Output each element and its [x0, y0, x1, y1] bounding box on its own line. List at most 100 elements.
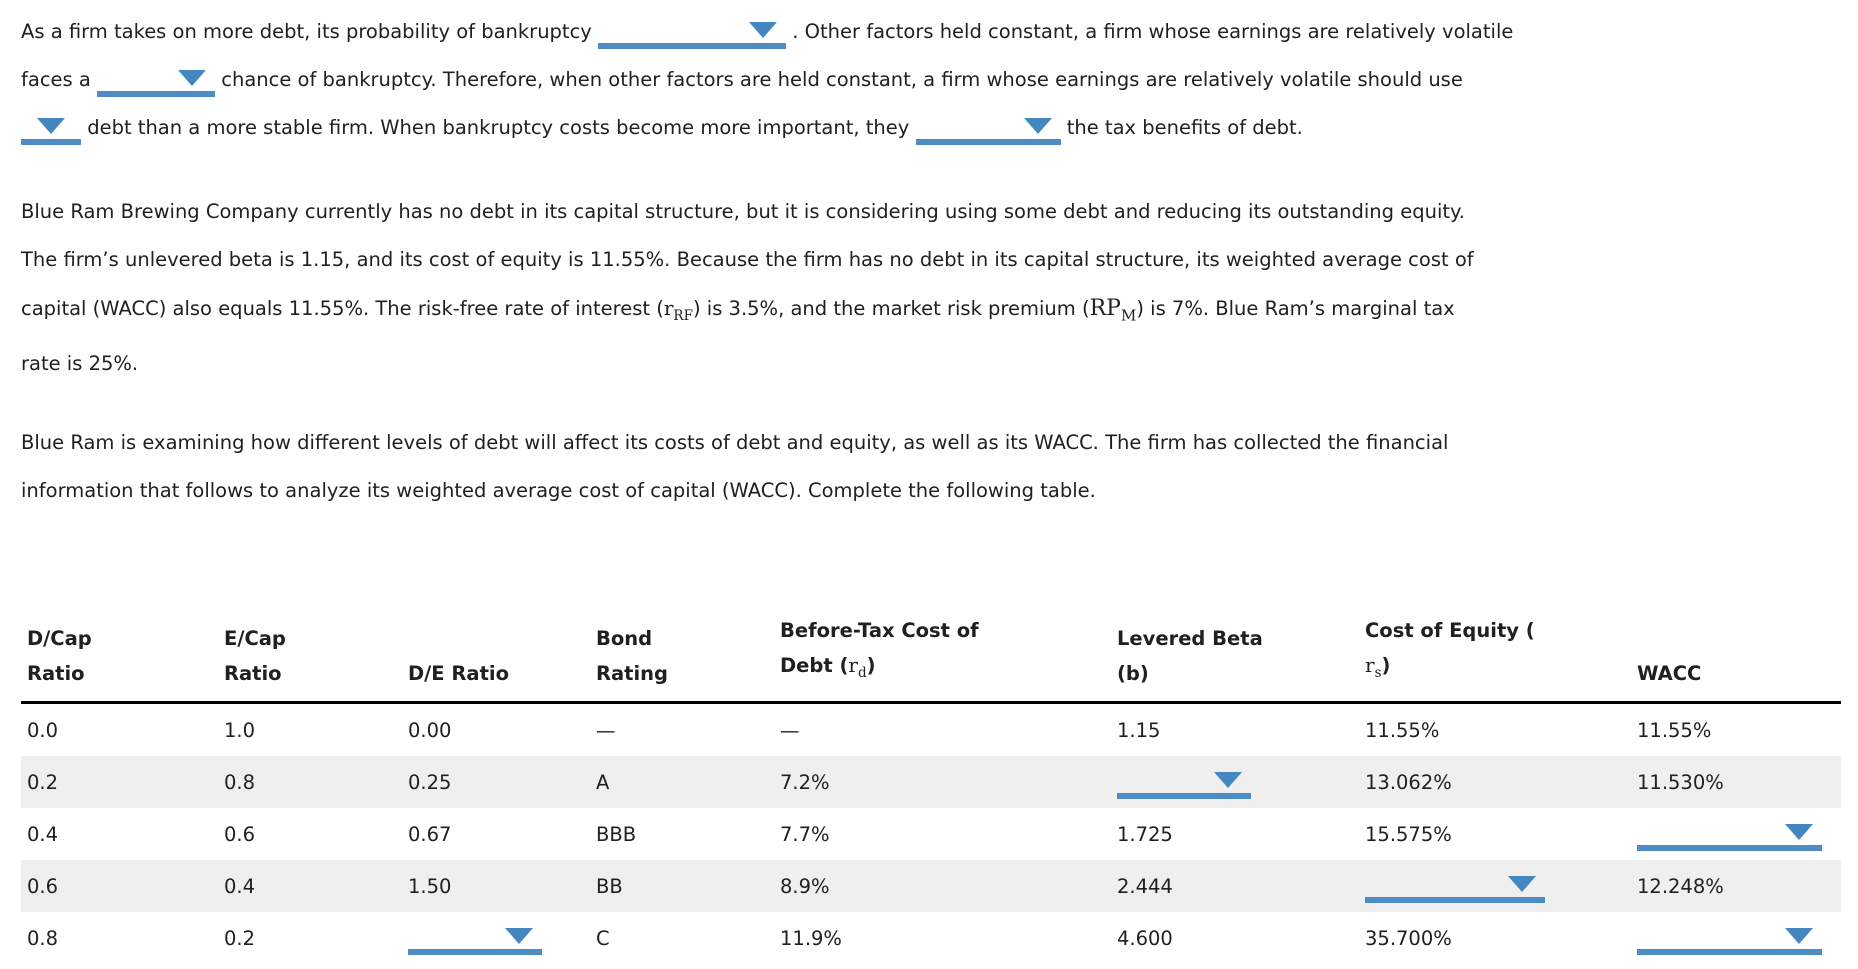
cell-beta: 2.444	[1117, 874, 1173, 898]
levered-beta-dropdown-row2[interactable]	[1117, 765, 1251, 799]
header-text: Debt (	[780, 654, 849, 677]
cost-of-equity-dropdown-row4[interactable]	[1365, 869, 1545, 903]
wacc-table: D/Cap Ratio E/Cap Ratio D/E Ratio Bond R…	[21, 603, 1841, 964]
p3-line2: information that follows to analyze its …	[21, 479, 1096, 502]
cell-wacc: 12.248%	[1637, 874, 1724, 898]
de-ratio-dropdown-row5[interactable]	[408, 921, 542, 955]
cell-bond: —	[596, 718, 616, 742]
wacc-dropdown-row5[interactable]	[1637, 921, 1822, 955]
header-text: )	[1381, 654, 1391, 677]
math-subscript: d	[857, 665, 867, 681]
chevron-down-icon	[1785, 824, 1813, 840]
p1-text-a: As a firm takes on more debt, its probab…	[21, 20, 592, 43]
cell-de: 0.25	[408, 770, 452, 794]
cell-beta	[1111, 756, 1359, 808]
cell-wacc: 11.55%	[1637, 718, 1712, 742]
math-r-d: rd	[848, 653, 866, 681]
col-header-cost-of-equity: Cost of Equity ( rs)	[1359, 603, 1631, 704]
header-text: )	[866, 654, 876, 677]
table-row: 0.0 1.0 0.00 — — 1.15 11.55% 11.55%	[21, 703, 1841, 757]
cell-ecap: 0.4	[224, 874, 256, 898]
chevron-down-icon	[505, 928, 533, 944]
p3-line1: Blue Ram is examining how different leve…	[21, 431, 1449, 454]
cell-de: 1.50	[408, 874, 452, 898]
table-row: 0.4 0.6 0.67 BBB 7.7% 1.725 15.575%	[21, 808, 1841, 860]
cell-ecap: 0.8	[224, 770, 256, 794]
p2-line3a: capital (WACC) also equals 11.55%. The r…	[21, 297, 664, 320]
p2-line3b: ) is 3.5%, and the market risk premium (	[692, 297, 1090, 320]
cell-rd: —	[780, 718, 800, 742]
p2-line4: rate is 25%.	[21, 352, 139, 375]
cell-rd: 7.7%	[780, 822, 830, 846]
tax-benefits-dropdown[interactable]	[915, 111, 1061, 145]
cell-bond: BB	[596, 874, 623, 898]
company-description-paragraph: Blue Ram Brewing Company currently has n…	[21, 188, 1840, 388]
math-rp-m: RPM	[1090, 296, 1137, 324]
cell-ecap: 1.0	[224, 718, 256, 742]
p1-text-f: the tax benefits of debt.	[1066, 116, 1303, 139]
table-row: 0.6 0.4 1.50 BB 8.9% 2.444 12.248%	[21, 860, 1841, 912]
math-base: r	[1365, 653, 1375, 677]
col-header-de-ratio: D/E Ratio	[402, 603, 590, 704]
cell-de: 0.67	[408, 822, 452, 846]
math-r-rf: rRF	[663, 296, 693, 324]
p1-text-b: . Other factors held constant, a firm wh…	[792, 20, 1514, 43]
cell-beta: 1.15	[1117, 718, 1161, 742]
math-subscript: RF	[673, 308, 693, 324]
cell-bond: C	[596, 926, 610, 950]
instruction-paragraph: Blue Ram is examining how different leve…	[21, 419, 1840, 515]
cell-rs: 35.700%	[1365, 926, 1452, 950]
chevron-down-icon	[749, 22, 778, 38]
chevron-down-icon	[1023, 118, 1052, 134]
cell-wacc	[1631, 808, 1841, 860]
cell-de	[402, 912, 590, 964]
cell-rd: 7.2%	[780, 770, 830, 794]
math-base: r	[663, 296, 674, 320]
chevron-down-icon	[1508, 876, 1536, 892]
cell-rs: 13.062%	[1365, 770, 1452, 794]
cell-bond: A	[596, 770, 610, 794]
wacc-dropdown-row3[interactable]	[1637, 817, 1822, 851]
cell-ecap: 0.6	[224, 822, 256, 846]
math-base: r	[848, 653, 858, 677]
chevron-down-icon	[37, 118, 65, 134]
table-row: 0.2 0.8 0.25 A 7.2% 13.062% 11.530%	[21, 756, 1841, 808]
cell-dcap: 0.6	[27, 874, 59, 898]
cell-rd: 8.9%	[780, 874, 830, 898]
debt-amount-dropdown[interactable]	[21, 111, 81, 145]
cell-beta: 1.725	[1117, 822, 1173, 846]
p1-text-e: debt than a more stable firm. When bankr…	[87, 116, 910, 139]
fill-in-paragraph: As a firm takes on more debt, its probab…	[21, 8, 1840, 152]
col-header-bond-rating: Bond Rating	[590, 603, 774, 704]
col-header-wacc: WACC	[1631, 603, 1841, 704]
cell-ecap: 0.2	[224, 926, 256, 950]
math-r-s: rs	[1365, 653, 1382, 681]
cell-wacc	[1631, 912, 1841, 964]
col-header-ecap-ratio: E/Cap Ratio	[218, 603, 402, 704]
cell-rd: 11.9%	[780, 926, 842, 950]
table-header-row: D/Cap Ratio E/Cap Ratio D/E Ratio Bond R…	[21, 603, 1841, 704]
p2-line1: Blue Ram Brewing Company currently has n…	[21, 200, 1465, 223]
chevron-down-icon	[178, 70, 207, 86]
cell-rs	[1359, 860, 1631, 912]
bankruptcy-probability-dropdown[interactable]	[598, 15, 787, 49]
cell-beta: 4.600	[1117, 926, 1173, 950]
cell-dcap: 0.4	[27, 822, 59, 846]
table-row: 0.8 0.2 C 11.9% 4.600 35.700%	[21, 912, 1841, 964]
chevron-down-icon	[1785, 928, 1813, 944]
math-subscript: s	[1374, 665, 1382, 681]
chevron-down-icon	[1214, 772, 1242, 788]
cell-bond: BBB	[596, 822, 637, 846]
col-header-levered-beta: Levered Beta (b)	[1111, 603, 1359, 704]
p1-text-c: faces a	[21, 68, 91, 91]
cell-rs: 15.575%	[1365, 822, 1452, 846]
p2-line2: The firm’s unlevered beta is 1.15, and i…	[21, 248, 1474, 271]
p1-text-d: chance of bankruptcy. Therefore, when ot…	[221, 68, 1463, 91]
col-header-dcap-ratio: D/Cap Ratio	[21, 603, 218, 704]
cell-dcap: 0.2	[27, 770, 59, 794]
col-header-before-tax-cost-of-debt: Before-Tax Cost of Debt (rd)	[774, 603, 1111, 704]
bankruptcy-chance-dropdown[interactable]	[97, 63, 216, 97]
cell-rs: 11.55%	[1365, 718, 1440, 742]
cell-dcap: 0.8	[27, 926, 59, 950]
